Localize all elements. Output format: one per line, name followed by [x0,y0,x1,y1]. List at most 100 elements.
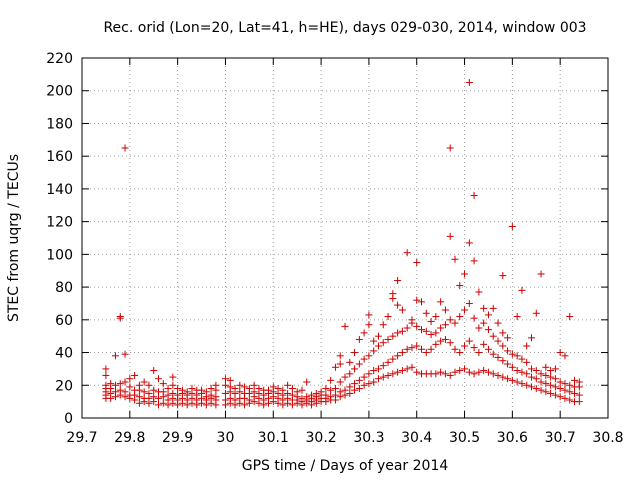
data-point [336,378,344,386]
data-point [183,388,191,396]
data-point [355,335,363,343]
data-point [236,381,244,389]
data-point [456,367,464,375]
y-tick-label: 120 [46,215,73,231]
data-point [418,345,426,353]
y-tick-label: 80 [55,280,73,296]
data-point [384,313,392,321]
data-point [322,385,330,393]
x-tick-label: 29.8 [114,430,145,446]
data-point [379,339,387,347]
data-point [212,381,220,389]
data-point [432,329,440,337]
data-point [245,385,253,393]
data-point [360,329,368,337]
data-point [102,371,110,379]
data-point [394,368,402,376]
data-point [561,352,569,360]
data-point [518,380,526,388]
data-point [432,370,440,378]
data-point [547,373,555,381]
data-point [437,298,445,306]
data-point [116,380,124,388]
data-point [207,385,215,393]
data-point [159,388,167,396]
data-point [159,399,167,407]
data-point [446,144,454,152]
data-point [351,380,359,388]
data-point [121,388,129,396]
data-point [465,239,473,247]
data-point [379,362,387,370]
data-point [351,365,359,373]
data-point [432,313,440,321]
data-point [155,375,163,383]
data-point [537,270,545,278]
data-point [513,378,521,386]
data-point [547,381,555,389]
data-point [274,385,282,393]
data-point [398,327,406,335]
data-point [336,388,344,396]
data-point [360,381,368,389]
data-point [308,391,316,399]
data-point [145,389,153,397]
data-point [365,321,373,329]
x-tick-label: 30.6 [497,430,528,446]
data-point [121,378,129,386]
data-point [336,360,344,368]
data-point [470,191,478,199]
data-point [341,322,349,330]
data-point [461,306,469,314]
data-point [446,232,454,240]
data-point [532,375,540,383]
data-point [556,385,564,393]
data-point [346,358,354,366]
data-point [403,249,411,257]
data-point [508,223,516,231]
data-point [298,394,306,402]
y-axis-label: STEC from uqrg / TECUs [6,154,22,322]
data-point [427,317,435,325]
data-point [470,314,478,322]
x-tick-label: 30 [217,430,235,446]
data-point [331,391,339,399]
data-point [427,345,435,353]
data-point [441,321,449,329]
data-point [499,357,507,365]
data-point [169,381,177,389]
data-point [413,322,421,330]
data-point [470,370,478,378]
data-point [355,385,363,393]
data-point [140,388,148,396]
data-point [537,386,545,394]
data-point [523,381,531,389]
data-point [241,383,249,391]
data-point [389,332,397,340]
data-point [408,363,416,371]
x-tick-label: 29.7 [66,430,97,446]
data-point [432,340,440,348]
data-point [461,365,469,373]
data-point [212,393,220,401]
data-point [446,316,454,324]
data-point [264,386,272,394]
data-point [542,388,550,396]
x-tick-label: 30.4 [401,430,432,446]
data-point [159,380,167,388]
data-point [408,316,416,324]
data-point [551,391,559,399]
data-point [556,393,564,401]
x-tick-label: 30.5 [449,430,480,446]
data-point [575,398,583,406]
data-point [556,378,564,386]
data-point [484,345,492,353]
data-point [561,386,569,394]
data-point [346,383,354,391]
data-point [470,344,478,352]
data-point [398,306,406,314]
data-point [107,380,115,388]
data-point [370,378,378,386]
data-point [451,345,459,353]
data-point [575,391,583,399]
